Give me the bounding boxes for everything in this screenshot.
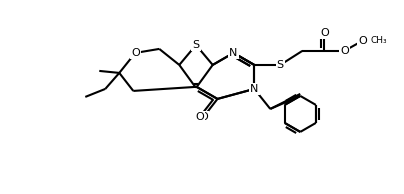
Text: S: S [192, 40, 200, 50]
Text: O: O [131, 48, 140, 58]
Text: N: N [250, 84, 259, 94]
Text: N: N [229, 48, 238, 58]
Text: O: O [358, 36, 367, 46]
Text: S: S [277, 60, 284, 70]
Text: O: O [340, 46, 349, 56]
Text: O: O [320, 28, 329, 38]
Text: O: O [199, 112, 208, 122]
Text: O: O [195, 112, 204, 122]
Text: CH₃: CH₃ [370, 36, 387, 45]
